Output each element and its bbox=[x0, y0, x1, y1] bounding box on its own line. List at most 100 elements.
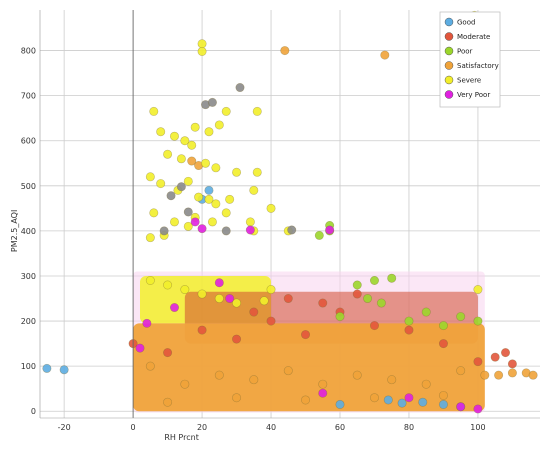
point-satisfactory bbox=[283, 366, 293, 376]
point-satisfactory bbox=[180, 379, 190, 389]
point-severe bbox=[225, 194, 235, 204]
point-poor bbox=[421, 307, 431, 317]
point-very-poor bbox=[473, 404, 483, 414]
point-satisfactory bbox=[494, 370, 504, 380]
x-tick-label: -20 bbox=[58, 423, 71, 432]
point-good bbox=[59, 365, 69, 375]
point-satisfactory bbox=[352, 370, 362, 380]
point-grey bbox=[207, 97, 217, 107]
legend-marker bbox=[444, 46, 454, 56]
y-tick-label: 600 bbox=[21, 137, 36, 146]
point-severe bbox=[183, 176, 193, 186]
point-very-poor bbox=[318, 388, 328, 398]
point-severe bbox=[266, 203, 276, 213]
y-tick-label: 0 bbox=[31, 407, 36, 416]
legend-entry: Very Poor bbox=[457, 91, 490, 99]
point-moderate bbox=[249, 307, 259, 317]
point-moderate bbox=[507, 359, 517, 369]
point-very-poor bbox=[404, 393, 414, 403]
point-moderate bbox=[283, 294, 293, 304]
point-severe bbox=[252, 167, 262, 177]
point-grey bbox=[159, 226, 169, 236]
background-bands bbox=[133, 271, 485, 413]
point-moderate bbox=[501, 348, 511, 358]
point-severe bbox=[163, 280, 173, 290]
point-very-poor bbox=[135, 343, 145, 353]
legend-entry: Satisfactory bbox=[457, 62, 499, 70]
point-moderate bbox=[404, 325, 414, 335]
point-satisfactory bbox=[438, 390, 448, 400]
point-severe bbox=[249, 185, 259, 195]
point-satisfactory bbox=[318, 379, 328, 389]
point-satisfactory bbox=[369, 393, 379, 403]
point-severe bbox=[252, 106, 262, 116]
point-severe bbox=[214, 120, 224, 130]
point-severe bbox=[232, 298, 242, 308]
x-tick-label: 80 bbox=[404, 423, 414, 432]
x-tick-label: 0 bbox=[131, 423, 136, 432]
point-good bbox=[397, 398, 407, 408]
point-poor bbox=[335, 312, 345, 322]
point-poor bbox=[473, 316, 483, 326]
point-satisfactory bbox=[249, 375, 259, 385]
point-grey bbox=[166, 191, 176, 201]
point-grey bbox=[235, 83, 245, 93]
point-satisfactory bbox=[301, 395, 311, 405]
point-severe bbox=[145, 275, 155, 285]
point-satisfactory bbox=[280, 46, 290, 56]
x-tick-label: 60 bbox=[335, 423, 345, 432]
point-moderate bbox=[318, 298, 328, 308]
y-tick-label: 500 bbox=[21, 182, 36, 191]
point-poor bbox=[363, 294, 373, 304]
point-moderate bbox=[438, 339, 448, 349]
satisfactory-cluster-band bbox=[133, 323, 485, 412]
point-severe bbox=[149, 208, 159, 218]
point-severe bbox=[204, 127, 214, 137]
point-severe bbox=[180, 136, 190, 146]
point-poor bbox=[438, 321, 448, 331]
point-severe bbox=[190, 122, 200, 132]
point-poor bbox=[369, 275, 379, 285]
point-poor bbox=[352, 280, 362, 290]
point-severe bbox=[187, 140, 197, 150]
legend-marker bbox=[444, 61, 454, 70]
point-severe bbox=[207, 217, 217, 227]
point-severe bbox=[180, 285, 190, 295]
data-points bbox=[42, 10, 538, 414]
y-tick-label: 400 bbox=[21, 227, 36, 236]
y-tick-label: 300 bbox=[21, 272, 36, 281]
point-satisfactory bbox=[380, 50, 390, 60]
y-tick-label: 100 bbox=[21, 362, 36, 371]
point-poor bbox=[404, 316, 414, 326]
point-severe bbox=[145, 172, 155, 182]
point-very-poor bbox=[190, 217, 200, 227]
point-moderate bbox=[197, 325, 207, 335]
point-moderate bbox=[232, 334, 242, 344]
point-severe bbox=[169, 217, 179, 227]
point-severe bbox=[214, 294, 224, 304]
point-moderate bbox=[266, 316, 276, 326]
point-severe bbox=[149, 106, 159, 116]
point-satisfactory bbox=[214, 370, 224, 380]
point-good bbox=[383, 395, 393, 405]
point-satisfactory bbox=[232, 393, 242, 403]
point-severe bbox=[176, 154, 186, 164]
y-tick-label: 700 bbox=[21, 92, 36, 101]
point-severe bbox=[156, 179, 166, 189]
legend-marker bbox=[444, 17, 454, 27]
x-tick-label: 20 bbox=[197, 423, 207, 432]
point-good bbox=[204, 185, 214, 195]
x-axis-label: RH Prcnt bbox=[164, 433, 199, 442]
y-axis-label: PM2.5_AQI bbox=[10, 210, 19, 252]
point-satisfactory bbox=[163, 397, 173, 407]
legend-marker bbox=[444, 90, 454, 99]
point-very-poor bbox=[245, 225, 255, 235]
point-severe bbox=[169, 131, 179, 141]
point-severe bbox=[473, 285, 483, 295]
point-grey bbox=[176, 182, 186, 192]
point-severe bbox=[211, 199, 221, 209]
point-moderate bbox=[473, 357, 483, 367]
point-poor bbox=[387, 273, 397, 283]
point-severe bbox=[211, 163, 221, 173]
point-satisfactory bbox=[456, 366, 466, 376]
